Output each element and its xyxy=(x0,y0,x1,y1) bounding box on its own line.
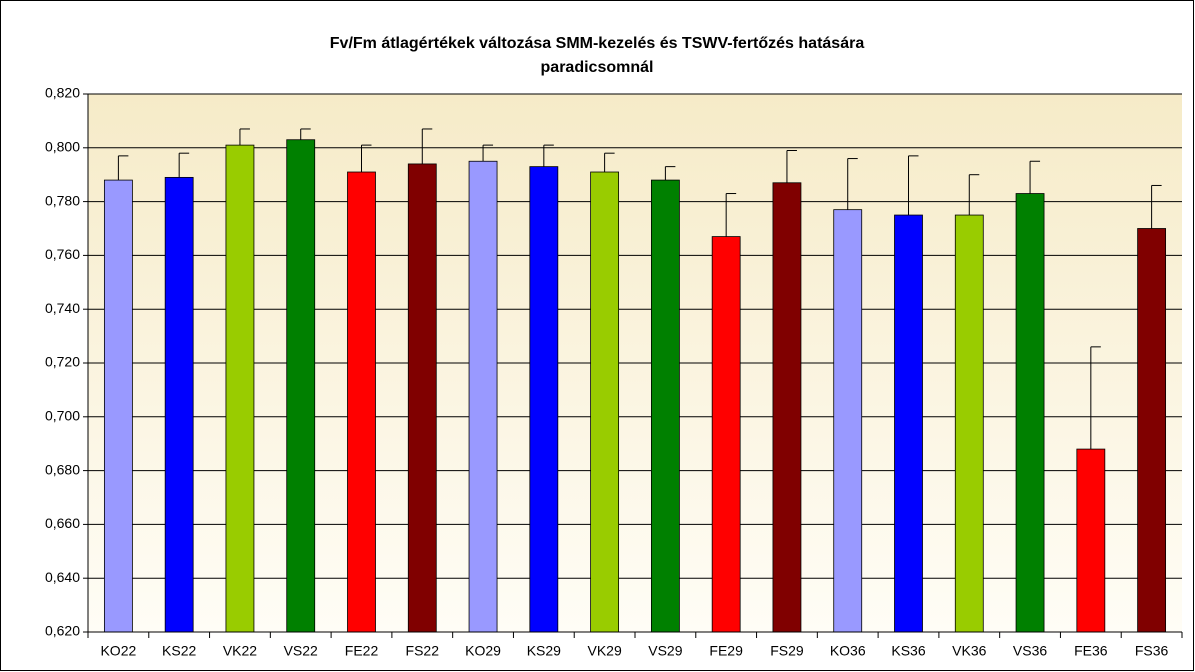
bar xyxy=(1015,193,1045,633)
bar xyxy=(468,160,498,633)
x-tick-label: KS29 xyxy=(527,643,561,659)
x-tick-label: KS36 xyxy=(891,643,925,659)
y-tick-label: 0,820 xyxy=(45,85,80,101)
x-tick-label: VK36 xyxy=(952,643,986,659)
bar xyxy=(286,139,316,633)
x-tick-label: VS22 xyxy=(284,643,318,659)
y-tick-label: 0,680 xyxy=(45,461,80,477)
bar xyxy=(894,214,923,633)
y-tick-label: 0,800 xyxy=(45,139,80,155)
bar xyxy=(711,236,741,633)
y-tick-label: 0,740 xyxy=(45,300,80,316)
bar xyxy=(529,166,559,633)
y-tick-label: 0,620 xyxy=(45,623,80,639)
x-tick-label: KO22 xyxy=(100,643,136,659)
bar xyxy=(590,171,620,633)
x-tick-label: FS22 xyxy=(406,643,440,659)
bar xyxy=(407,163,437,633)
bar xyxy=(103,179,133,633)
x-tick-label: KO36 xyxy=(830,643,866,659)
y-tick-label: 0,660 xyxy=(45,515,80,531)
chart-title: Fv/Fm átlagértékek változása SMM-kezelés… xyxy=(330,35,865,52)
x-tick-label: VK22 xyxy=(223,643,257,659)
y-tick-label: 0,720 xyxy=(45,354,80,370)
x-tick-label: VK29 xyxy=(587,643,621,659)
y-tick-label: 0,780 xyxy=(45,192,80,208)
y-tick-label: 0,640 xyxy=(45,569,80,585)
bar xyxy=(1137,228,1167,633)
x-tick-label: FS29 xyxy=(770,643,804,659)
chart-title: paradicsomnál xyxy=(541,59,654,76)
x-tick-label: VS36 xyxy=(1013,643,1047,659)
x-tick-label: FS36 xyxy=(1135,643,1169,659)
x-tick-label: KO29 xyxy=(465,643,501,659)
x-tick-label: FE29 xyxy=(709,643,743,659)
bar xyxy=(954,214,984,633)
bar xyxy=(347,171,376,633)
bar xyxy=(1076,448,1106,633)
bar xyxy=(650,179,680,633)
x-tick-label: FE36 xyxy=(1074,643,1108,659)
y-tick-label: 0,700 xyxy=(45,408,80,424)
x-tick-label: FE22 xyxy=(345,643,379,659)
bar xyxy=(164,176,194,633)
bar xyxy=(772,182,802,633)
bar xyxy=(833,209,863,633)
x-tick-label: KS22 xyxy=(162,643,196,659)
y-tick-label: 0,760 xyxy=(45,246,80,262)
bar xyxy=(225,144,255,633)
x-tick-label: VS29 xyxy=(648,643,682,659)
